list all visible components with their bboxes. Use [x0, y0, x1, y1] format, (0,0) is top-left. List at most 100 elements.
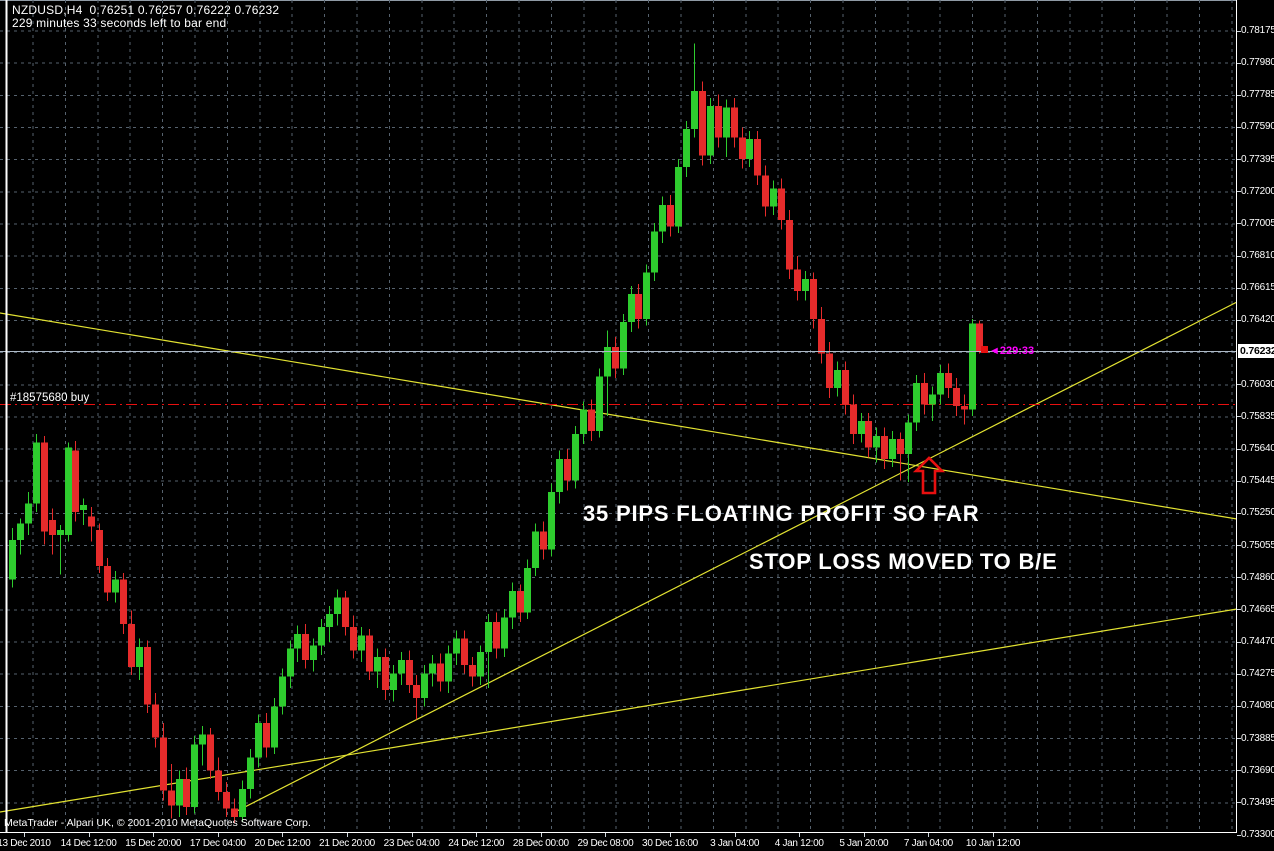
candle — [302, 623, 309, 669]
time-tick — [411, 833, 413, 837]
candlestick-chart[interactable] — [0, 0, 1237, 833]
price-tick — [1237, 641, 1241, 643]
time-axis-label: 28 Dec 00:00 — [512, 838, 569, 849]
candle — [96, 523, 103, 573]
candle — [390, 665, 397, 702]
candle — [326, 605, 333, 643]
time-tick — [88, 833, 90, 837]
candle — [596, 368, 603, 438]
price-axis-label: 0.77395 — [1241, 153, 1274, 165]
price-axis-label: 0.78175 — [1241, 25, 1274, 36]
trendline-rising-support-steep[interactable] — [234, 301, 1237, 813]
price-tick — [1237, 62, 1241, 64]
price-axis-label: 0.73495 — [1241, 796, 1274, 808]
candle — [310, 638, 317, 672]
candle — [342, 590, 349, 636]
time-axis-label: 10 Jan 12:00 — [965, 838, 1021, 849]
price-axis-label: 0.74860 — [1241, 571, 1274, 583]
price-axis-label: 0.77200 — [1241, 185, 1274, 197]
candle — [961, 394, 968, 425]
candle — [168, 764, 175, 819]
chart-frame — [0, 0, 1237, 833]
candle — [287, 640, 294, 689]
candle — [628, 285, 635, 332]
window-top-edge — [0, 0, 1274, 1]
time-axis-label: 5 Jan 20:00 — [839, 838, 889, 849]
candle — [136, 638, 143, 680]
price-axis-label: 0.77005 — [1241, 217, 1274, 229]
candle — [144, 640, 151, 713]
time-axis[interactable]: 13 Dec 2010 14 Dec 12:00 15 Dec 20:00 17 De… — [0, 833, 1237, 851]
trendline-descending-resistance[interactable] — [0, 312, 1237, 520]
candle — [842, 361, 849, 415]
candle — [33, 434, 40, 512]
candle — [873, 427, 880, 463]
candle — [770, 180, 777, 215]
candle — [334, 589, 341, 626]
time-tick — [24, 833, 25, 837]
candle-countdown-label: ◄229:33 — [989, 345, 1035, 357]
candle — [72, 440, 79, 522]
price-axis-label: 0.77590 — [1241, 121, 1274, 133]
time-tick — [153, 833, 155, 837]
candle — [318, 618, 325, 656]
time-axis-label: 23 Dec 04:00 — [383, 838, 440, 849]
price-axis-label: 0.75445 — [1241, 475, 1274, 487]
candle — [707, 97, 714, 164]
time-axis-label: 13 Dec 2010 — [0, 838, 51, 849]
trendline-rising-support-shallow[interactable] — [0, 608, 1237, 813]
candle — [421, 665, 428, 707]
candle — [540, 521, 547, 560]
price-axis[interactable]: 0.76232 0.78175 0.77980 0.77785 0.77590 0.77… — [1237, 0, 1274, 851]
price-axis-label: 0.74275 — [1241, 668, 1274, 680]
copyright-text: MetaTrader - Alpari UK, © 2001-2010 Meta… — [4, 817, 311, 829]
candle — [786, 209, 793, 280]
candle — [667, 195, 674, 237]
time-axis-label: 15 Dec 20:00 — [125, 838, 182, 849]
price-axis-label: 0.73690 — [1241, 764, 1274, 776]
price-axis-label: 0.75055 — [1241, 539, 1274, 551]
candle — [897, 432, 904, 481]
candle — [437, 653, 444, 692]
candle — [818, 307, 825, 364]
candle — [643, 264, 650, 326]
time-axis-label: 24 Dec 12:00 — [448, 838, 505, 849]
up-arrow-icon[interactable] — [912, 456, 946, 495]
order-line-label: #18575680 buy — [10, 392, 90, 404]
candle — [80, 498, 87, 525]
price-axis-label: 0.77785 — [1241, 89, 1274, 101]
time-tick — [928, 833, 930, 837]
bar-countdown-readout: 229 minutes 33 seconds left to bar end — [12, 16, 227, 30]
candle — [17, 518, 24, 555]
candle — [913, 374, 920, 431]
candle — [350, 615, 357, 659]
candle — [477, 645, 484, 685]
candle — [231, 798, 238, 824]
candle — [929, 386, 936, 422]
candle — [635, 284, 642, 329]
candle — [239, 780, 246, 822]
price-tick — [1237, 255, 1241, 257]
price-tick — [1237, 416, 1241, 418]
candle — [675, 158, 682, 234]
candle — [945, 363, 952, 398]
candle — [739, 127, 746, 169]
price-tick — [1237, 705, 1241, 707]
price-tick — [1237, 191, 1241, 193]
candle — [406, 650, 413, 694]
candle — [112, 571, 119, 603]
candle — [398, 651, 405, 685]
time-axis-label: 17 Dec 04:00 — [189, 838, 246, 849]
price-axis-label: 0.76810 — [1241, 250, 1274, 262]
candle — [834, 361, 841, 397]
candle — [762, 165, 769, 217]
candle — [41, 435, 48, 545]
candle — [120, 572, 127, 634]
candle — [294, 625, 301, 662]
price-tick — [1237, 834, 1241, 836]
candle — [9, 528, 16, 588]
price-tick — [1237, 673, 1241, 675]
candle — [723, 99, 730, 158]
grid — [0, 0, 1237, 833]
candle — [889, 430, 896, 468]
